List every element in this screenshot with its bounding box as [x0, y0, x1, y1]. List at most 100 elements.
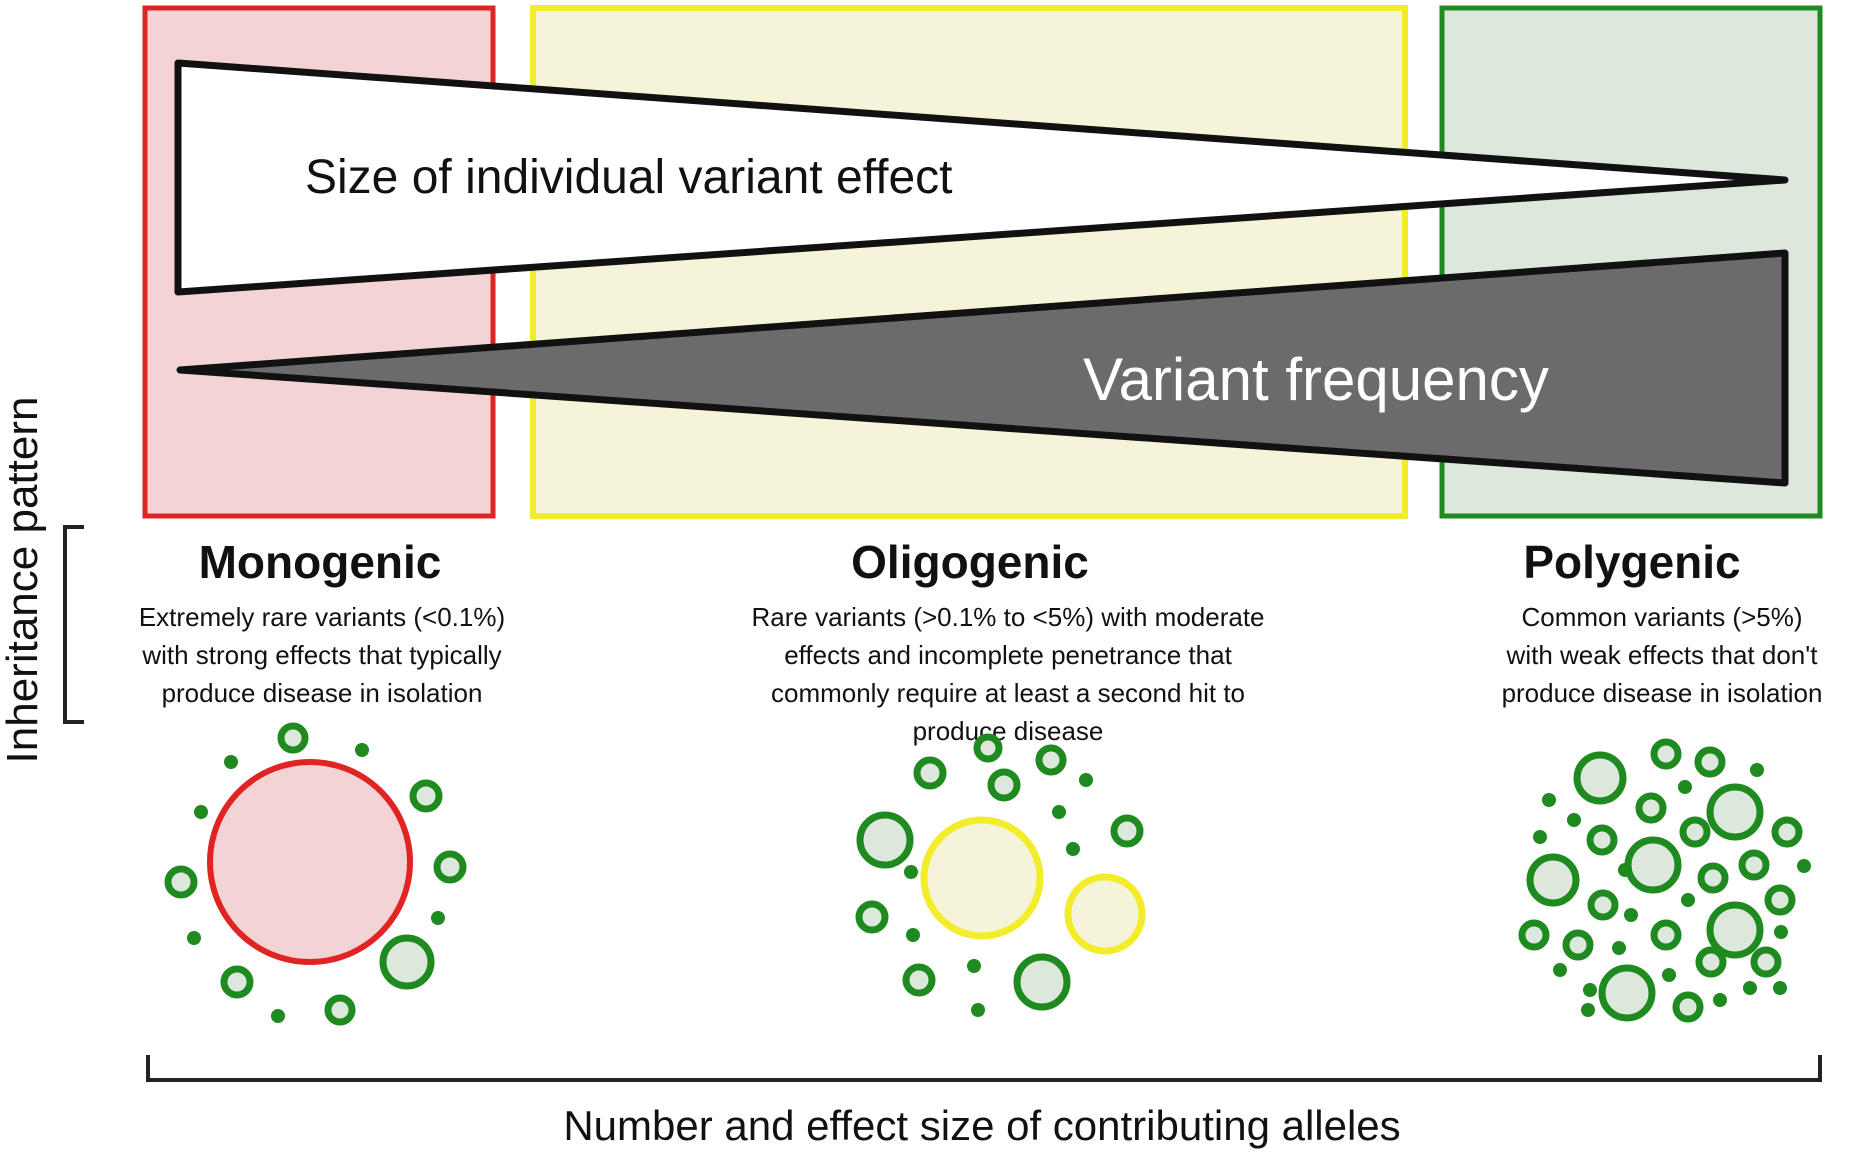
variant-dot	[904, 865, 918, 879]
variant-dot	[1553, 963, 1567, 977]
variant-circle	[409, 779, 443, 813]
variant-circle	[1738, 849, 1770, 881]
variant-dot	[224, 755, 238, 769]
variant-circle	[1035, 744, 1067, 776]
desc-line: with weak effects that don't	[1506, 640, 1819, 670]
desc-line: effects and incomplete penetrance that	[784, 640, 1232, 670]
variant-circle	[1624, 836, 1682, 894]
frequency-wedge	[176, 249, 1789, 487]
polygenic-variant-cluster	[1518, 738, 1811, 1023]
moderate-variant-circle	[920, 816, 1044, 940]
variant-circle	[1697, 862, 1729, 894]
variant-circle	[1635, 792, 1667, 824]
effect-size-wedge	[174, 59, 1789, 296]
variant-circle	[1706, 901, 1764, 959]
variant-dot	[1583, 983, 1597, 997]
variant-dot	[1618, 863, 1632, 877]
variant-circle	[1694, 746, 1726, 778]
variant-dot	[1052, 805, 1066, 819]
variant-dot	[1750, 763, 1764, 777]
variant-circle	[855, 900, 889, 934]
variant-dot	[431, 911, 445, 925]
moderate-variant-circle	[1064, 873, 1146, 955]
variant-dot	[1581, 1003, 1595, 1017]
variant-circle	[1586, 824, 1618, 856]
alleles-axis-label: Number and effect size of contributing a…	[563, 1102, 1400, 1149]
major-variant-circle	[207, 759, 413, 965]
variant-circle	[1750, 946, 1782, 978]
effect-size-label: Size of individual variant effect	[305, 151, 952, 204]
variant-dot	[1662, 968, 1676, 982]
variant-circle	[220, 965, 254, 999]
oligogenic-title: Oligogenic	[851, 536, 1089, 588]
variant-dot	[1079, 773, 1093, 787]
variant-dot	[271, 1009, 285, 1023]
monogenic-variant-cluster	[164, 722, 467, 1026]
desc-line: commonly require at least a second hit t…	[771, 678, 1245, 708]
desc-line: produce disease in isolation	[1502, 678, 1823, 708]
variant-circle	[1650, 738, 1682, 770]
desc-line: Extremely rare variants (<0.1%)	[139, 602, 505, 632]
variant-circle	[164, 865, 198, 899]
variant-circle	[1518, 919, 1550, 951]
variant-dot	[1624, 908, 1638, 922]
variant-dot	[355, 743, 369, 757]
variant-dot	[1612, 941, 1626, 955]
variant-circle	[1526, 853, 1580, 907]
desc-line: Common variants (>5%)	[1521, 602, 1802, 632]
variant-dot	[967, 959, 981, 973]
variant-dot	[1542, 793, 1556, 807]
variant-dot	[906, 928, 920, 942]
oligogenic-description: Rare variants (>0.1% to <5%) with modera…	[751, 602, 1264, 746]
oligogenic-variant-cluster	[855, 733, 1146, 1017]
variant-circle	[1562, 929, 1594, 961]
variant-dot	[194, 805, 208, 819]
polygenic-title: Polygenic	[1523, 536, 1740, 588]
desc-line: Rare variants (>0.1% to <5%) with modera…	[751, 602, 1264, 632]
variant-circle	[433, 850, 467, 884]
variant-dot	[1713, 993, 1727, 1007]
variant-dot	[1678, 780, 1692, 794]
variant-circle	[1587, 889, 1619, 921]
alleles-bracket	[146, 1055, 1822, 1082]
variant-circle	[1650, 919, 1682, 951]
variant-circle	[1672, 991, 1704, 1023]
variant-circle	[1110, 814, 1144, 848]
variant-circle	[856, 811, 914, 869]
variant-circle	[277, 722, 309, 754]
variant-dot	[1773, 981, 1787, 995]
monogenic-description: Extremely rare variants (<0.1%) with str…	[139, 602, 505, 708]
inheritance-bracket	[63, 525, 84, 724]
variant-dot	[1533, 830, 1547, 844]
variant-dot	[971, 1003, 985, 1017]
desc-line: produce disease in isolation	[162, 678, 483, 708]
variant-dot	[1797, 859, 1811, 873]
variant-circle	[1598, 964, 1656, 1022]
variant-circle	[1706, 783, 1764, 841]
variant-circle	[1771, 816, 1803, 848]
variant-circle	[913, 756, 947, 790]
variant-circle	[973, 733, 1003, 763]
variant-circle	[987, 768, 1021, 802]
variant-circle	[902, 963, 936, 997]
variant-dot	[1567, 813, 1581, 827]
variant-dot	[1774, 925, 1788, 939]
variant-dot	[187, 931, 201, 945]
variant-circle	[1013, 953, 1071, 1011]
variant-circle	[1695, 946, 1727, 978]
variant-circle	[1573, 751, 1627, 805]
variant-dot	[1743, 981, 1757, 995]
polygenic-description: Common variants (>5%) with weak effects …	[1502, 602, 1823, 708]
inheritance-pattern-label: Inheritance pattern	[0, 397, 47, 764]
desc-line: with strong effects that typically	[141, 640, 501, 670]
variant-circle	[324, 994, 356, 1026]
variant-circle	[379, 934, 435, 990]
frequency-label: Variant frequency	[1083, 346, 1549, 413]
variant-dot	[1681, 893, 1695, 907]
desc-line: produce disease	[913, 716, 1104, 746]
variant-dot	[1066, 842, 1080, 856]
monogenic-title: Monogenic	[199, 536, 442, 588]
variant-circle	[1679, 816, 1711, 848]
